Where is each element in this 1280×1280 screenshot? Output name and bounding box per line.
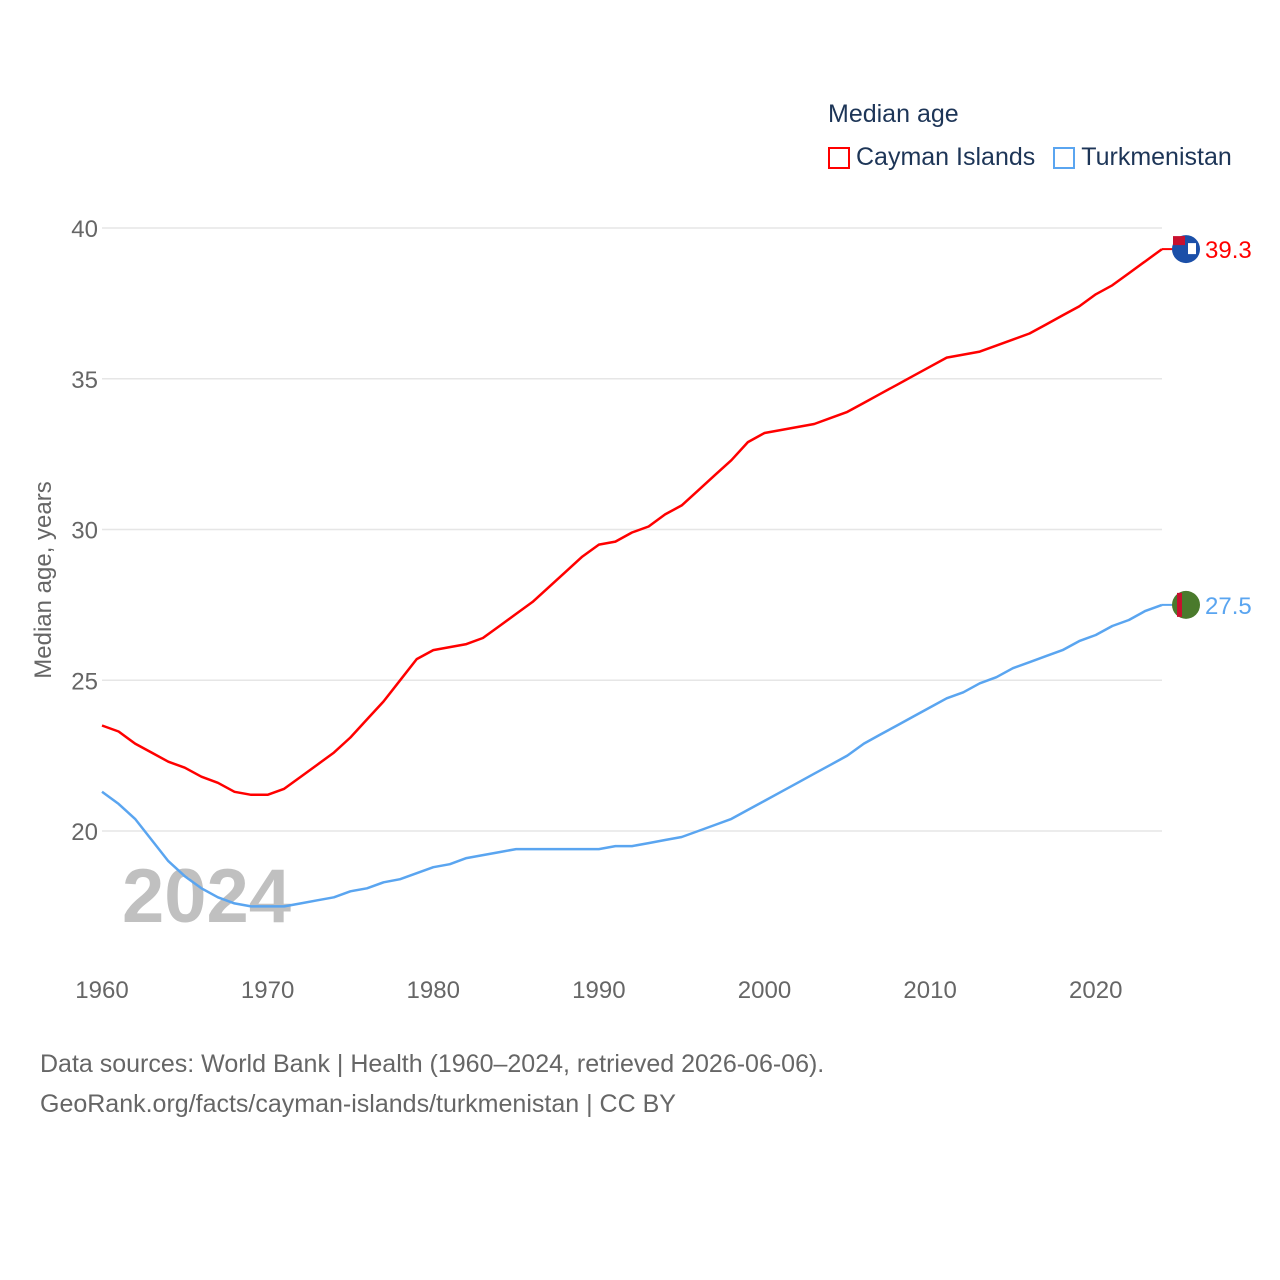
flag-canton	[1173, 236, 1185, 246]
x-tick-label: 1960	[75, 977, 128, 1004]
footer: Data sources: World Bank | Health (1960–…	[40, 1044, 824, 1124]
legend-item-cayman-islands[interactable]: Cayman Islands	[828, 143, 1035, 172]
flag-stripe	[1177, 592, 1182, 617]
x-tick-label: 2000	[738, 977, 791, 1004]
end-value-label: 39.3	[1205, 237, 1252, 264]
y-tick-label: 25	[71, 668, 98, 695]
x-tick-label: 1990	[572, 977, 625, 1004]
y-axis-label: Median age, years	[30, 481, 57, 678]
y-tick-label: 40	[71, 216, 98, 243]
legend-title: Median age	[828, 100, 959, 128]
end-value-label: 27.5	[1205, 593, 1252, 620]
x-tick-label: 2010	[903, 977, 956, 1004]
y-tick-label: 35	[71, 367, 98, 394]
series-line-cayman-islands	[101, 248, 1163, 797]
source-link[interactable]: GeoRank.org/facts/cayman-islands/turkmen…	[40, 1090, 676, 1118]
legend-label: Cayman Islands	[856, 143, 1036, 171]
y-tick-label: 20	[71, 819, 98, 846]
turkmenistan-flag-icon	[1172, 590, 1200, 619]
legend-item-turkmenistan[interactable]: Turkmenistan	[1053, 143, 1232, 172]
legend-swatch	[1053, 146, 1076, 169]
x-tick-label: 1980	[407, 977, 460, 1004]
flag-crest	[1188, 243, 1196, 255]
year-watermark: 2024	[122, 854, 291, 939]
x-tick-label: 1970	[241, 977, 294, 1004]
series-line-turkmenistan	[101, 603, 1163, 908]
legend-swatch	[828, 146, 850, 169]
x-tick-label: 2020	[1069, 977, 1122, 1004]
legend-label: Turkmenistan	[1081, 143, 1232, 171]
y-tick-label: 30	[71, 518, 98, 545]
data-source-text: Data sources: World Bank | Health (1960–…	[40, 1050, 825, 1078]
legend: Cayman Islands Turkmenistan	[828, 143, 1232, 172]
